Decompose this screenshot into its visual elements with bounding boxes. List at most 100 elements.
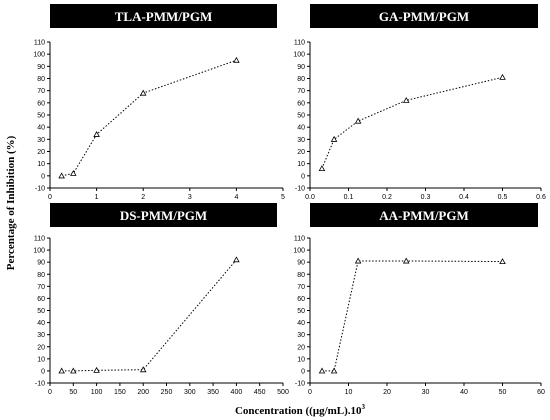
tla-y-tick-label: -10 [35,186,45,193]
aa-data-point [499,258,506,265]
ga-y-tick-label: 10 [297,161,305,168]
ga-y-tick-label: 100 [293,52,305,59]
tla-y-tick-label: 50 [37,113,45,120]
aa-x-tick-label: 10 [345,389,353,396]
tla-x-tick-label: 1 [95,194,99,201]
tla-x-tick-label: 4 [234,194,238,201]
ga-y-tick-label: 80 [297,76,305,83]
tla-panel-title: TLA-PMM/PGM [115,9,212,24]
aa-y-tick-label: 60 [297,296,305,303]
ds-y-tick-label: 0 [41,368,45,375]
aa-series-line [322,260,503,372]
ds-y-tick-label: 30 [37,332,45,339]
ds-x-tick-label: 50 [69,389,77,396]
ds-data-point [58,367,65,374]
aa-x-tick-label: 20 [383,389,391,396]
aa-y-tick-label: 100 [293,248,305,255]
tla-title-bar [50,4,277,28]
ds-title-bar [50,203,277,227]
ga-x-tick-label: 0.4 [459,194,469,201]
tla-data-point [93,131,100,137]
tla-data-point [70,169,77,176]
aa-y-tick-label: 0 [301,368,305,375]
ds-y-tick-label: 10 [37,356,45,363]
ds-data-point [139,366,147,373]
ga-y-tick-label: 110 [294,40,305,47]
ds-series-line [61,259,237,372]
ds-y-tick-label: 110 [34,236,45,243]
ds-y-tick-label: 50 [37,308,45,315]
ds-y-tick-label: 90 [37,260,45,267]
ga-data-point [499,73,506,80]
aa-x-tick-label: 60 [537,389,545,396]
tla-panel: TLA-PMM/PGM-1001020304050607080901001100… [33,4,285,201]
aa-data-point [318,367,326,374]
aa-title-bar [310,203,538,227]
aa-x-tick-label: 50 [499,389,507,396]
tla-y-tick-label: 70 [37,88,45,95]
aa-x-tick-label: 0 [308,389,312,396]
aa-y-tick-label: 20 [297,344,305,351]
ds-y-tick-label: 70 [37,284,45,291]
tla-y-tick-label: 110 [34,40,45,47]
aa-y-tick-label: 50 [297,308,305,315]
tla-y-tick-label: 10 [37,161,45,168]
aa-data-point [402,257,410,264]
aa-y-tick-label: 90 [297,260,305,267]
ga-x-tick-label: 0.0 [305,194,315,201]
ds-data-point [70,367,77,374]
ds-x-tick-label: 300 [184,389,196,396]
ds-y-tick-label: 40 [37,320,45,327]
ds-x-tick-label: 250 [161,389,173,396]
tla-y-tick-label: 100 [33,52,45,59]
tla-y-tick-label: 60 [37,100,45,107]
ds-y-tick-label: 20 [37,344,45,351]
ga-y-tick-label: 30 [297,137,305,144]
ds-y-tick-label: 60 [37,296,45,303]
ga-x-tick-label: 0.5 [498,194,508,201]
tla-data-point [139,89,147,96]
tla-y-tick-label: 90 [37,64,45,71]
ga-x-tick-label: 0.1 [344,194,354,201]
ds-data-point [93,366,100,373]
tla-y-tick-label: 0 [41,173,45,180]
tla-x-tick-label: 3 [188,194,192,201]
tla-x-tick-label: 5 [281,194,285,201]
aa-y-tick-label: 40 [297,320,305,327]
ds-y-tick-label: 80 [37,272,45,279]
ds-x-tick-label: 500 [277,389,289,396]
ga-y-tick-label: 40 [297,125,305,132]
aa-y-tick-label: -10 [295,381,305,388]
tla-data-point [58,172,65,179]
tla-y-tick-label: 80 [37,76,45,83]
ds-x-tick-label: 400 [231,389,243,396]
ga-panel: GA-PMM/PGM -10 0 10 20 30 40 50 60 70 80 90 100 110 0.… [293,4,546,201]
ds-data-point [233,256,240,263]
ga-series-line [321,76,503,169]
ga-x-tick-label: 0.2 [382,194,392,201]
aa-panel-title: AA-PMM/PGM [379,208,469,223]
ds-x-tick-label: 450 [254,389,266,396]
ga-data-point [402,96,410,103]
ga-y-tick-label: 0 [301,173,305,180]
ds-x-tick-label: 200 [137,389,149,396]
aa-y-tick-label: 110 [294,236,305,243]
tla-y-tick-label: 30 [37,137,45,144]
ga-data-point [330,135,338,142]
tla-y-tick-label: 40 [37,125,45,132]
ga-x-tick-label: 0.6 [536,194,546,201]
ga-y-tick-label: -10 [295,186,305,193]
ds-x-tick-label: 100 [91,389,103,396]
ga-y-tick-label: 50 [297,113,305,120]
ga-title-bar [310,4,538,28]
ga-y-tick-label: 90 [297,64,305,71]
aa-data-point [354,257,362,264]
tla-series-line [61,59,237,177]
ds-panel-title: DS-PMM/PGM [120,208,207,223]
ga-y-tick-label: 20 [297,149,305,156]
aa-y-tick-label: 10 [297,356,305,363]
x-axis-title-main: Concentration ((μg/mL).10 [235,405,362,417]
ds-y-tick-label: 100 [33,248,45,255]
